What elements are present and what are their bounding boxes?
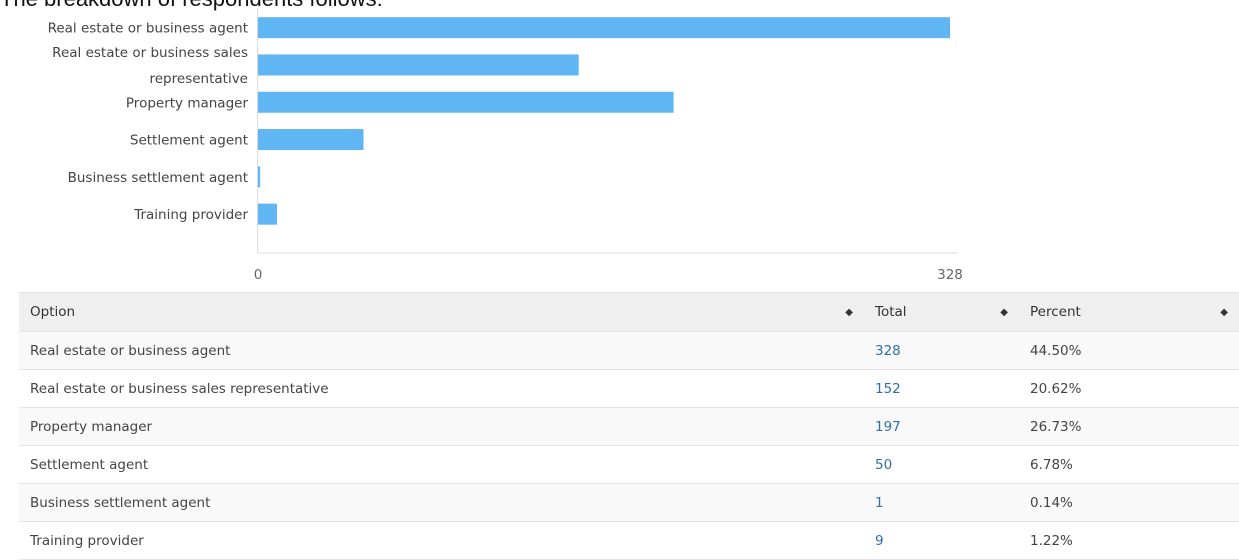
table-row: Business settlement agent 1 0.14% — [19, 483, 1239, 522]
percent-cell: 0.14% — [1019, 483, 1239, 522]
percent-cell: 26.73% — [1019, 407, 1239, 446]
percent-cell: 44.50% — [1019, 331, 1239, 370]
column-header-label: Option — [30, 304, 76, 320]
bar[interactable] — [258, 166, 261, 188]
table-row: Real estate or business agent 328 44.50% — [19, 331, 1239, 370]
total-link[interactable]: 9 — [875, 532, 884, 549]
total-cell[interactable]: 152 — [864, 369, 1019, 408]
total-cell[interactable]: 328 — [864, 331, 1019, 370]
table-row: Property manager 197 26.73% — [19, 407, 1239, 446]
column-header-total[interactable]: Total ◆ — [864, 292, 1019, 332]
table-row: Real estate or business sales representa… — [19, 369, 1239, 408]
bar[interactable] — [258, 17, 950, 39]
sort-both-icon[interactable]: ◆ — [845, 306, 853, 318]
percent-cell: 20.62% — [1019, 369, 1239, 408]
percent-cell: 1.22% — [1019, 521, 1239, 560]
option-cell: Real estate or business agent — [19, 331, 864, 370]
page-heading: The breakdown of respondents follows: — [0, 0, 383, 12]
category-labels: Real estate or business agent Real estate… — [48, 21, 249, 223]
category-label: Real estate or business agent — [48, 21, 248, 37]
total-link[interactable]: 328 — [875, 342, 901, 359]
table-row: Settlement agent 50 6.78% — [19, 445, 1239, 484]
total-link[interactable]: 152 — [875, 380, 901, 397]
x-tick-labels: 0 328 — [254, 267, 963, 283]
total-cell[interactable]: 9 — [864, 521, 1019, 560]
bar[interactable] — [258, 203, 277, 225]
total-cell[interactable]: 197 — [864, 407, 1019, 446]
category-label: Training provider — [133, 207, 248, 223]
bars-layer — [258, 17, 950, 225]
table-row: Training provider 9 1.22% — [19, 521, 1239, 560]
bar-chart: Real estate or business agent Real estate… — [48, 8, 963, 283]
x-tick-label: 328 — [937, 267, 963, 283]
bar[interactable] — [258, 54, 579, 76]
total-link[interactable]: 50 — [875, 456, 893, 473]
total-link[interactable]: 197 — [875, 418, 901, 435]
table-header-row: Option ◆ Total ◆ Percent ◆ — [19, 292, 1239, 332]
total-cell[interactable]: 1 — [864, 483, 1019, 522]
option-cell: Training provider — [19, 521, 864, 560]
percent-cell: 6.78% — [1019, 445, 1239, 484]
sort-both-icon[interactable]: ◆ — [1000, 306, 1008, 318]
category-label: Business settlement agent — [68, 170, 248, 186]
total-cell[interactable]: 50 — [864, 445, 1019, 484]
x-tick-label: 0 — [254, 267, 263, 283]
bar[interactable] — [258, 91, 674, 113]
column-header-label: Total — [875, 304, 907, 320]
sort-both-icon[interactable]: ◆ — [1220, 306, 1228, 318]
category-label: Property manager — [126, 95, 249, 111]
option-cell: Business settlement agent — [19, 483, 864, 522]
total-link[interactable]: 1 — [875, 494, 884, 511]
column-header-label: Percent — [1030, 304, 1081, 320]
category-label: Real estate or business sales — [52, 45, 248, 61]
column-header-option[interactable]: Option ◆ — [19, 292, 864, 332]
results-table: Option ◆ Total ◆ Percent ◆ Real estate or b… — [19, 292, 1239, 560]
category-label: representative — [150, 71, 249, 87]
option-cell: Settlement agent — [19, 445, 864, 484]
option-cell: Property manager — [19, 407, 864, 446]
category-label: Settlement agent — [130, 133, 248, 149]
bar[interactable] — [258, 129, 364, 151]
column-header-percent[interactable]: Percent ◆ — [1019, 292, 1239, 332]
option-cell: Real estate or business sales representa… — [19, 369, 864, 408]
